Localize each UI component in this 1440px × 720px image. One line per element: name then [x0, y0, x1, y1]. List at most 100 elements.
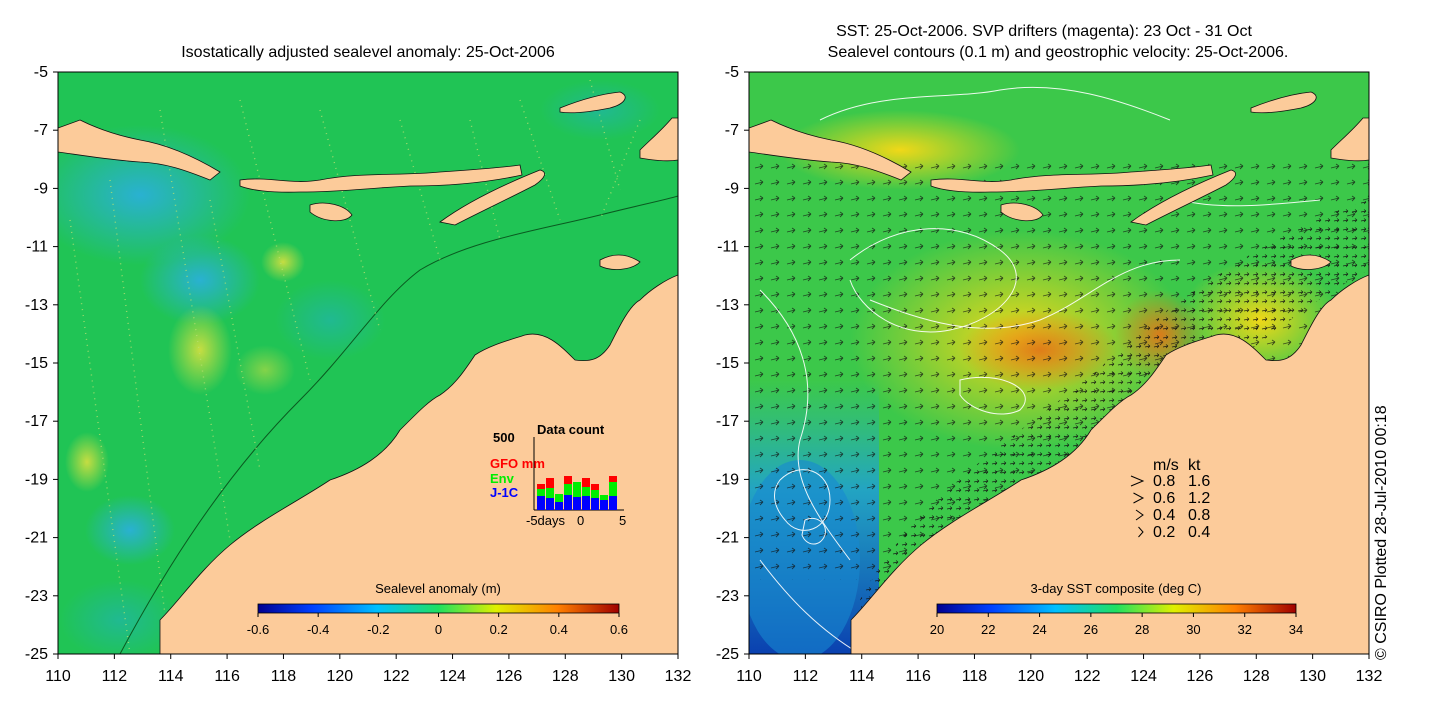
left-land-north-islands — [559, 91, 678, 270]
left-negative-anomaly — [140, 235, 260, 325]
colorbar-tick-label: 32 — [1237, 622, 1251, 637]
right-land-north-islands — [1250, 91, 1369, 270]
velocity-legend-arrow — [1138, 526, 1144, 538]
left-colorbar-ticks: -0.6 -0.4 -0.2 0 0.2 0.4 0.6 — [247, 613, 628, 637]
legend-j1c: J-1C — [490, 485, 519, 500]
left-contour — [119, 195, 678, 654]
left-positive-anomaly — [168, 305, 232, 395]
y-tick-label: -19 — [25, 471, 48, 488]
y-tick-label: -23 — [25, 588, 48, 605]
velocity-legend: m/s kt 0.8 1.60.6 1.20.4 0.80.2 0.4 — [1130, 457, 1210, 541]
x-tick-label: 120 — [1017, 668, 1044, 685]
velocity-legend-arrow — [1130, 475, 1145, 487]
y-tick-label: -13 — [716, 297, 739, 314]
right-land-java — [749, 119, 912, 181]
right-colorbar-scale — [936, 603, 1297, 614]
left-positive-anomaly — [65, 432, 109, 492]
y-tick-label: -15 — [25, 355, 48, 372]
left-land-sumba — [309, 202, 353, 222]
right-map-panel: SST: 25-Oct-2006. SVP drifters (magenta)… — [716, 23, 1383, 685]
x-tick-label: 110 — [45, 668, 71, 685]
colorbar-tick-label: 0 — [435, 622, 442, 637]
colorbar-tick-label: 0.6 — [610, 622, 628, 637]
y-tick-label: -17 — [716, 413, 739, 430]
data-count-inset: 500 Data count GFO mm Env J-1C -5days 0 … — [490, 422, 626, 528]
left-colorbar-label: Sealevel anomaly (m) — [375, 581, 501, 596]
right-land-sumbawa-flores — [930, 164, 1214, 193]
left-negative-anomaly — [85, 495, 175, 565]
data-count-title: Data count — [537, 422, 605, 437]
x-tick-label: 128 — [552, 668, 579, 685]
data-count-xtick: 0 — [577, 513, 584, 528]
left-map-field — [58, 72, 678, 654]
x-tick-label: 130 — [608, 668, 635, 685]
left-satellite-tracks — [69, 79, 641, 654]
right-land-australia — [850, 274, 1369, 654]
x-tick-label: 128 — [1243, 668, 1270, 685]
colorbar-tick-label: 30 — [1186, 622, 1200, 637]
velocity-legend-rows: 0.8 1.60.6 1.20.4 0.80.2 0.4 — [1130, 473, 1210, 541]
colorbar-tick-label: 28 — [1135, 622, 1149, 637]
x-tick-label: 124 — [439, 668, 466, 685]
right-title-line1: SST: 25-Oct-2006. SVP drifters (magenta)… — [836, 23, 1252, 40]
data-count-ymax: 500 — [493, 430, 515, 445]
x-tick-label: 124 — [1130, 668, 1157, 685]
left-colorbar-scale — [257, 603, 620, 614]
x-tick-label: 122 — [383, 668, 410, 685]
y-tick-label: -7 — [34, 122, 48, 139]
colorbar-tick-label: 24 — [1032, 622, 1046, 637]
left-title: Isostatically adjusted sealevel anomaly:… — [181, 44, 555, 61]
colorbar-tick-label: 0.4 — [550, 622, 568, 637]
data-count-xtick: -5days — [526, 513, 566, 528]
left-colorbar: Sealevel anomaly (m) -0.6 -0.4 -0.2 0 0.2 0.4… — [247, 581, 628, 637]
colorbar-tick-label: 0.2 — [490, 622, 508, 637]
credit-text: © CSIRO Plotted 28-Jul-2010 00:18 — [1373, 405, 1390, 660]
legend-env: Env — [490, 471, 515, 486]
colorbar-tick-label: 20 — [930, 622, 944, 637]
y-tick-label: -7 — [725, 122, 739, 139]
y-tick-label: -17 — [25, 413, 48, 430]
left-land-australia — [159, 274, 678, 654]
velocity-legend-kt: 1.6 — [1188, 473, 1210, 490]
velocity-legend-ms-header: m/s — [1153, 457, 1179, 474]
colorbar-tick-label: 26 — [1084, 622, 1098, 637]
right-land-timor — [1130, 169, 1236, 226]
x-tick-label: 130 — [1299, 668, 1326, 685]
data-count-bars — [537, 476, 617, 510]
right-axes: 110 112 114 116 118 120 122 124 126 128 130 132 -5 -7… — [716, 64, 1383, 685]
colorbar-tick-label: -0.4 — [307, 622, 329, 637]
y-tick-label: -11 — [26, 239, 48, 256]
y-tick-label: -25 — [25, 646, 48, 663]
left-land-timor — [439, 169, 545, 226]
y-tick-label: -21 — [716, 530, 739, 547]
left-negative-anomaly — [60, 580, 180, 654]
left-negative-anomaly — [275, 280, 385, 360]
left-land-sumbawa-flores — [239, 164, 523, 193]
velocity-legend-kt: 0.4 — [1188, 524, 1210, 541]
velocity-legend-kt-header: kt — [1188, 457, 1201, 474]
velocity-legend-ms: 0.8 — [1153, 473, 1175, 490]
x-tick-label: 132 — [1356, 668, 1383, 685]
x-tick-label: 116 — [214, 668, 240, 685]
x-tick-label: 114 — [849, 668, 875, 685]
x-tick-label: 116 — [905, 668, 931, 685]
right-colorbar: 3-day SST composite (deg C) 20 22 24 26 28 30… — [930, 581, 1303, 637]
y-tick-label: -19 — [716, 471, 739, 488]
y-tick-label: -21 — [25, 530, 48, 547]
left-positive-anomaly — [261, 242, 305, 282]
velocity-legend-kt: 0.8 — [1188, 507, 1210, 524]
right-colorbar-ticks: 20 22 24 26 28 30 32 34 — [930, 613, 1303, 637]
left-negative-anomaly — [58, 125, 250, 265]
velocity-legend-ms: 0.6 — [1153, 490, 1175, 507]
right-map-field — [749, 72, 1369, 654]
colorbar-tick-label: -0.2 — [367, 622, 389, 637]
y-tick-label: -13 — [25, 297, 48, 314]
velocity-legend-kt: 1.2 — [1188, 490, 1210, 507]
x-tick-label: 120 — [326, 668, 353, 685]
x-tick-label: 126 — [1187, 668, 1214, 685]
x-tick-label: 122 — [1074, 668, 1101, 685]
sealevel-contours — [759, 86, 1321, 654]
left-map-panel: Isostatically adjusted sealevel anomaly:… — [25, 44, 692, 685]
right-land-sumba — [1000, 202, 1044, 222]
